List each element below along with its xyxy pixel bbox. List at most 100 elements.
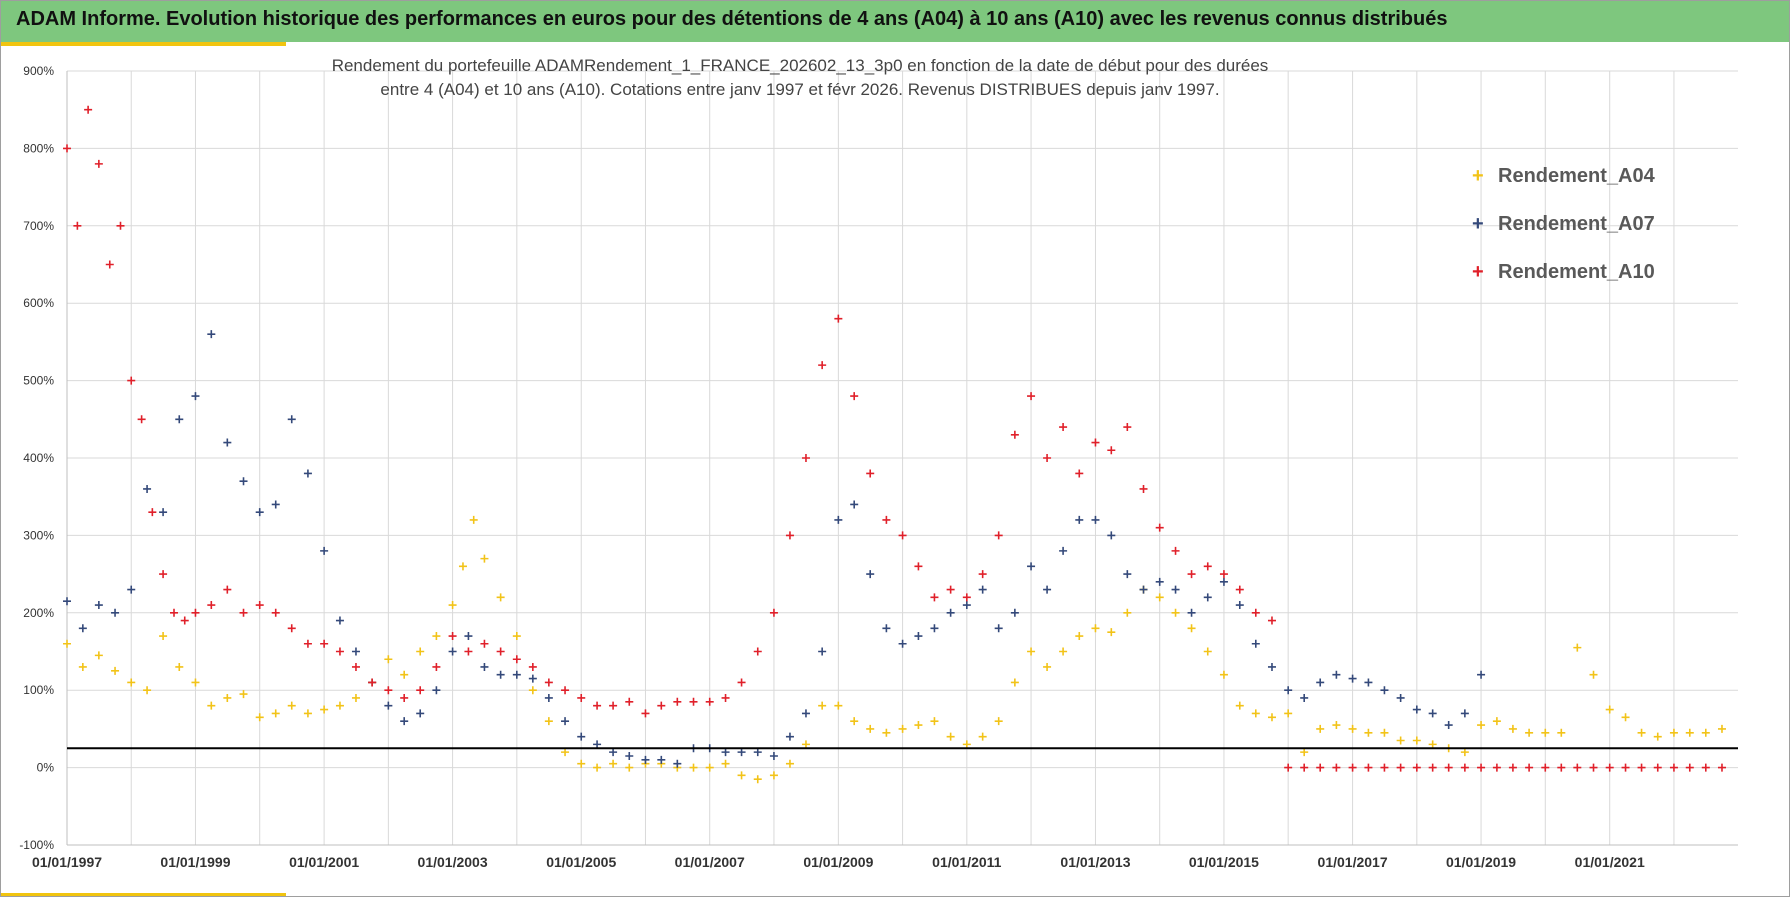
series-1-point bbox=[850, 717, 859, 726]
series-3-point bbox=[320, 639, 329, 648]
series-3-point bbox=[1284, 763, 1293, 772]
series-1-point bbox=[625, 763, 634, 772]
series-3-point bbox=[1123, 423, 1132, 432]
series-2-point bbox=[657, 755, 666, 764]
legend-label-a07: Rendement_A07 bbox=[1498, 212, 1655, 235]
series-3-point bbox=[528, 662, 537, 671]
series-1-point bbox=[335, 701, 344, 710]
series-3-point bbox=[1557, 763, 1566, 772]
series-3-point bbox=[148, 508, 157, 517]
series-2-point bbox=[320, 546, 329, 555]
series-3-point bbox=[1428, 763, 1437, 772]
series-1-point bbox=[1010, 678, 1019, 687]
series-1-point bbox=[255, 713, 264, 722]
series-1-point bbox=[898, 724, 907, 733]
series-3-point bbox=[1380, 763, 1389, 772]
series-3-point bbox=[180, 616, 189, 625]
series-1-point bbox=[1219, 670, 1228, 679]
series-2-point bbox=[512, 670, 521, 679]
series-1-point bbox=[159, 632, 168, 641]
series-2-point bbox=[721, 748, 730, 757]
legend-marker-a10: + bbox=[1472, 260, 1484, 283]
series-2-point bbox=[641, 755, 650, 764]
series-3-point bbox=[1316, 763, 1325, 772]
series-1-point bbox=[1428, 740, 1437, 749]
series-1-point bbox=[1701, 728, 1710, 737]
series-1-point bbox=[1460, 748, 1469, 757]
series-1-point bbox=[978, 732, 987, 741]
series-1-point bbox=[303, 709, 312, 718]
series-1-point bbox=[1075, 632, 1084, 641]
series-2-point bbox=[625, 751, 634, 760]
series-1-point bbox=[528, 686, 537, 695]
series-1-point bbox=[1477, 721, 1486, 730]
series-1-point bbox=[753, 775, 762, 784]
series-3-point bbox=[303, 639, 312, 648]
series-2-point bbox=[561, 717, 570, 726]
series-3-point bbox=[287, 624, 296, 633]
legend-label-a10: Rendement_A10 bbox=[1498, 260, 1655, 283]
series-3-point bbox=[335, 647, 344, 656]
chart-title-line-2: entre 4 (A04) et 10 ans (A10). Cotations… bbox=[380, 80, 1220, 99]
series-1-point bbox=[1508, 724, 1517, 733]
series-1-point bbox=[1653, 732, 1662, 741]
legend-marker-a07: + bbox=[1472, 212, 1484, 235]
series-2-point bbox=[609, 748, 618, 757]
series-2-point bbox=[898, 639, 907, 648]
series-1-point bbox=[1364, 728, 1373, 737]
series-2-point bbox=[1364, 678, 1373, 687]
series-2-point bbox=[287, 415, 296, 424]
legend-marker-a04: + bbox=[1472, 164, 1484, 187]
x-tick-label: 01/01/1999 bbox=[160, 854, 230, 870]
x-tick-label: 01/01/2015 bbox=[1189, 854, 1259, 870]
chart-title-line-1: Rendement du portefeuille ADAMRendement_… bbox=[331, 56, 1269, 75]
series-3-point bbox=[577, 693, 586, 702]
series-3-point bbox=[351, 662, 360, 671]
series-2-point bbox=[432, 686, 441, 695]
series-1-point bbox=[191, 678, 200, 687]
series-3-point bbox=[416, 686, 425, 695]
series-3-point bbox=[1348, 763, 1357, 772]
series-1-point bbox=[882, 728, 891, 737]
series-3-point bbox=[962, 593, 971, 602]
series-3-point bbox=[625, 697, 634, 706]
series-1-point bbox=[577, 759, 586, 768]
series-1-point bbox=[94, 651, 103, 660]
series-3-point bbox=[1637, 763, 1646, 772]
series-2-point bbox=[978, 585, 987, 594]
series-1-point bbox=[1685, 728, 1694, 737]
series-3-point bbox=[673, 697, 682, 706]
series-3-point bbox=[1573, 763, 1582, 772]
series-1-point bbox=[593, 763, 602, 772]
series-2-point bbox=[1412, 705, 1421, 714]
series-3-point bbox=[116, 221, 125, 230]
series-2-point bbox=[143, 484, 152, 493]
series-1-point bbox=[866, 724, 875, 733]
series-3-point bbox=[1605, 763, 1614, 772]
series-1-point bbox=[1107, 628, 1116, 637]
series-2-point bbox=[94, 601, 103, 610]
x-tick-label: 01/01/2019 bbox=[1446, 854, 1516, 870]
series-1-point bbox=[1396, 736, 1405, 745]
series-1-point bbox=[1203, 647, 1212, 656]
series-3-point bbox=[400, 693, 409, 702]
series-3-point bbox=[1059, 423, 1068, 432]
series-1-point bbox=[1187, 624, 1196, 633]
series-3-point bbox=[1043, 454, 1052, 462]
series-3-point bbox=[63, 144, 71, 153]
series-1-point bbox=[609, 759, 618, 768]
series-3-point bbox=[657, 701, 666, 710]
series-2-point bbox=[1300, 693, 1309, 702]
series-3-point bbox=[432, 662, 441, 671]
series-3-point bbox=[737, 678, 746, 687]
x-tick-label: 01/01/2009 bbox=[803, 854, 873, 870]
series-1-point bbox=[351, 693, 360, 702]
series-2-point bbox=[1428, 709, 1437, 718]
y-tick-label: 700% bbox=[23, 219, 54, 233]
x-tick-label: 01/01/2013 bbox=[1060, 854, 1130, 870]
series-3-point bbox=[84, 105, 93, 114]
series-2-point bbox=[1348, 674, 1357, 683]
series-1-point bbox=[458, 562, 467, 571]
series-3-point bbox=[464, 647, 473, 656]
series-2-point bbox=[753, 748, 762, 757]
